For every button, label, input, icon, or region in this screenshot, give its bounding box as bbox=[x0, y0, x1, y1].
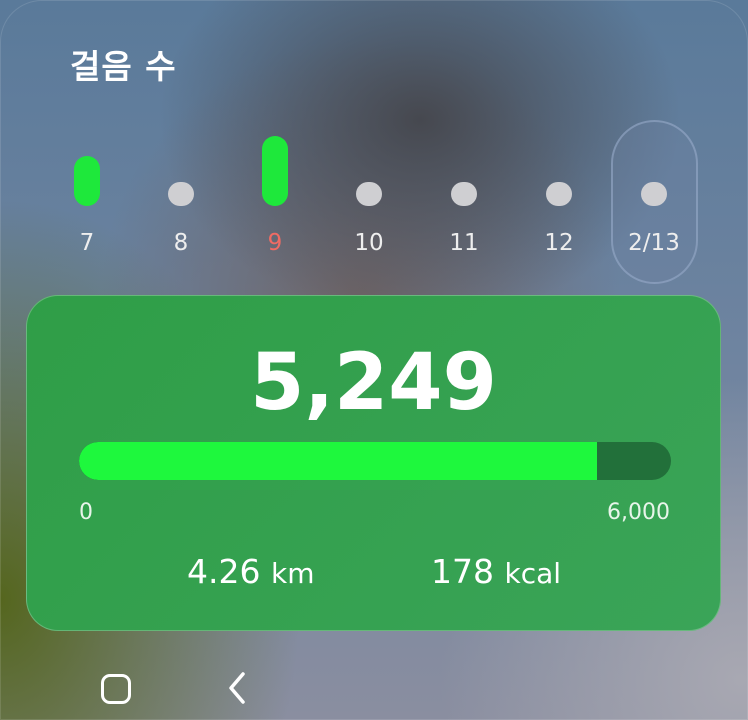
day-empty-dot bbox=[168, 182, 194, 206]
goal-progress-fill bbox=[79, 442, 597, 480]
calories-unit: kcal bbox=[504, 557, 562, 590]
chevron-left-icon[interactable] bbox=[224, 668, 254, 708]
day-label: 2/13 bbox=[628, 230, 680, 256]
steps-panel[interactable]: 5,249 0 6,000 4.26 km 178 kcal bbox=[26, 295, 721, 631]
day-empty-dot bbox=[546, 182, 572, 206]
step-count: 5,249 bbox=[250, 338, 497, 428]
day-7[interactable]: 7 bbox=[57, 130, 117, 270]
distance-stat: 4.26 km bbox=[187, 552, 314, 591]
day-empty-dot bbox=[451, 182, 477, 206]
distance-value: 4.26 bbox=[187, 552, 261, 591]
calories-stat: 178 kcal bbox=[431, 552, 561, 591]
day-empty-dot bbox=[641, 182, 667, 206]
day-label: 12 bbox=[544, 230, 574, 256]
day-8[interactable]: 8 bbox=[151, 130, 211, 270]
goal-max-label: 6,000 bbox=[607, 500, 670, 525]
day-9[interactable]: 9 bbox=[245, 130, 305, 270]
selected-day-highlight bbox=[611, 120, 698, 284]
goal-min-label: 0 bbox=[79, 500, 93, 525]
day-step-bar bbox=[262, 136, 288, 206]
day-label: 10 bbox=[354, 230, 384, 256]
goal-progress-bar bbox=[79, 442, 671, 480]
distance-unit: km bbox=[270, 557, 315, 590]
day-11[interactable]: 11 bbox=[434, 130, 494, 270]
day-empty-dot bbox=[356, 182, 382, 206]
day-label: 11 bbox=[449, 230, 479, 256]
day-2/13[interactable]: 2/13 bbox=[624, 130, 684, 270]
day-label: 7 bbox=[79, 230, 95, 256]
day-label: 8 bbox=[173, 230, 189, 256]
day-12[interactable]: 12 bbox=[529, 130, 589, 270]
day-step-bar bbox=[74, 155, 100, 206]
day-label: 9 bbox=[267, 230, 283, 256]
day-10[interactable]: 10 bbox=[339, 130, 399, 270]
square-home-icon[interactable] bbox=[101, 674, 131, 704]
calories-value: 178 bbox=[431, 552, 494, 591]
widget-title: 걸음 수 bbox=[70, 47, 177, 86]
